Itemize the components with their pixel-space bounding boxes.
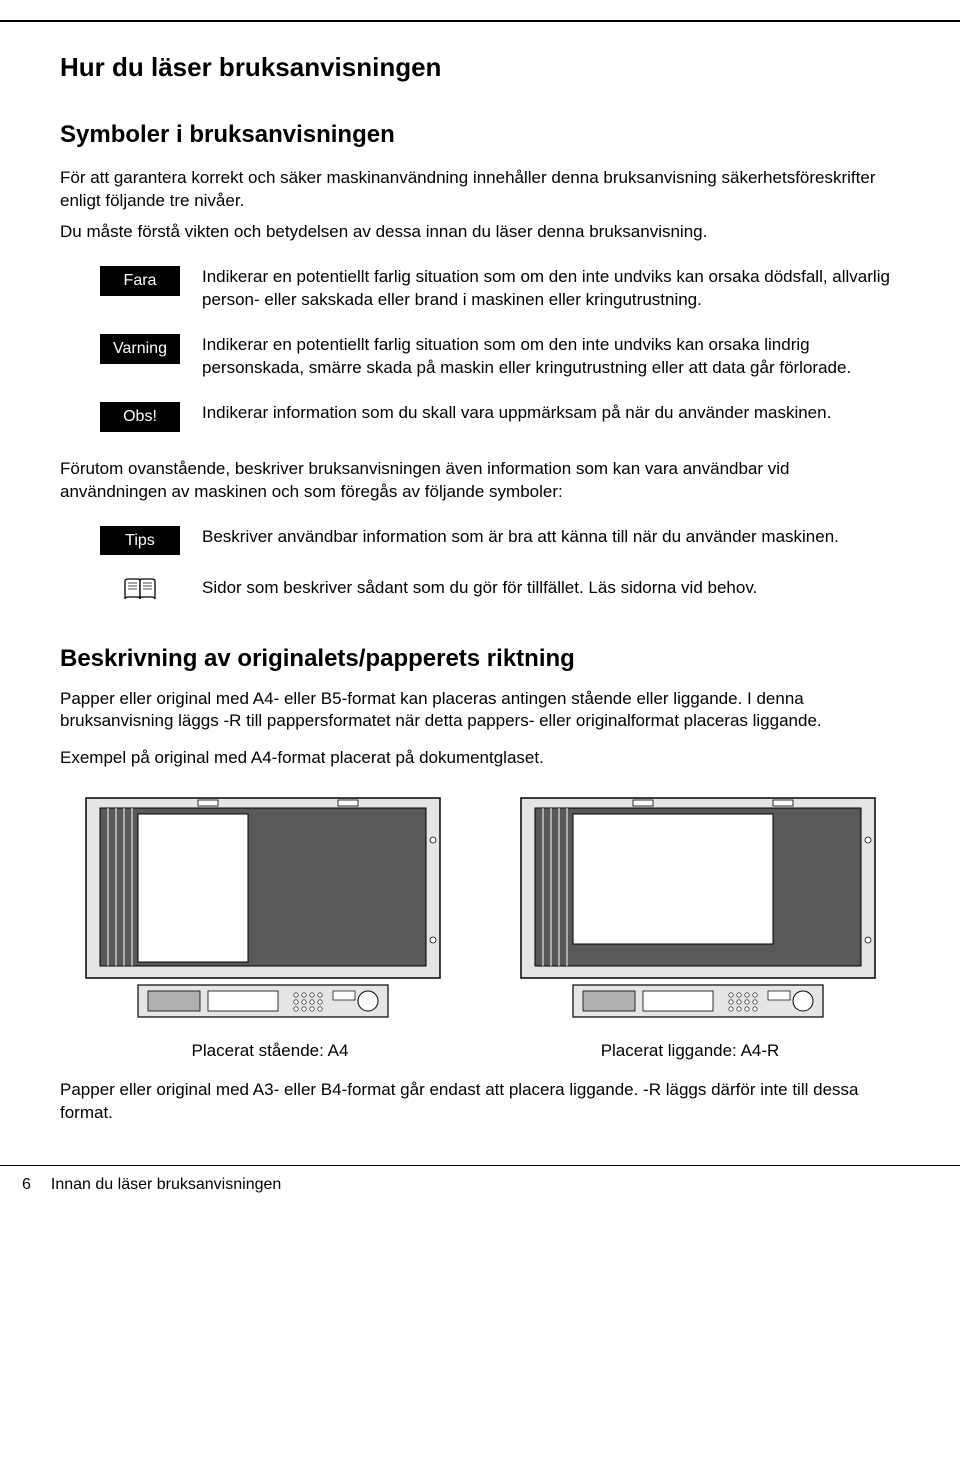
book-icon [100,577,180,603]
orientation-paragraph-3: Papper eller original med A3- eller B4-f… [60,1079,900,1125]
caption-portrait: Placerat stående: A4 [85,1040,455,1063]
machine-landscape-icon [513,790,883,1020]
machine-diagrams [60,790,900,1020]
badge-obs: Obs! [100,402,180,432]
badge-row-fara: Fara Indikerar en potentiellt farlig sit… [60,266,900,312]
footer-chapter-title: Innan du läser bruksanvisningen [51,1174,281,1196]
intro-paragraph-2: Du måste förstå vikten och betydelsen av… [60,221,900,244]
section-orientation-title: Beskrivning av originalets/papperets rik… [60,643,900,675]
page-title: Hur du läser bruksanvisningen [60,50,900,85]
badge-fara-text: Indikerar en potentiellt farlig situatio… [202,266,900,312]
mid-paragraph: Förutom ovanstående, beskriver bruksanvi… [60,458,900,504]
caption-row: Placerat stående: A4 Placerat liggande: … [60,1040,900,1063]
footer-page-number: 6 [22,1174,31,1196]
badge-tips-text: Beskriver användbar information som är b… [202,526,900,549]
badge-row-book: Sidor som beskriver sådant som du gör fö… [60,577,900,603]
badge-varning: Varning [100,334,180,364]
caption-landscape: Placerat liggande: A4-R [505,1040,875,1063]
machine-portrait-icon [78,790,448,1020]
page-footer: 6 Innan du läser bruksanvisningen [0,1165,960,1206]
badge-row-tips: Tips Beskriver användbar information som… [60,526,900,556]
badge-fara: Fara [100,266,180,296]
section-symbols-title: Symboler i bruksanvisningen [60,119,900,151]
badge-row-varning: Varning Indikerar en potentiellt farlig … [60,334,900,380]
badge-tips: Tips [100,526,180,556]
badge-varning-text: Indikerar en potentiellt farlig situatio… [202,334,900,380]
badge-row-obs: Obs! Indikerar information som du skall … [60,402,900,432]
intro-paragraph-1: För att garantera korrekt och säker mask… [60,167,900,213]
book-text: Sidor som beskriver sådant som du gör fö… [202,577,900,600]
orientation-paragraph-1: Papper eller original med A4- eller B5-f… [60,688,900,734]
badge-obs-text: Indikerar information som du skall vara … [202,402,900,425]
orientation-example-line: Exempel på original med A4-format placer… [60,747,900,770]
